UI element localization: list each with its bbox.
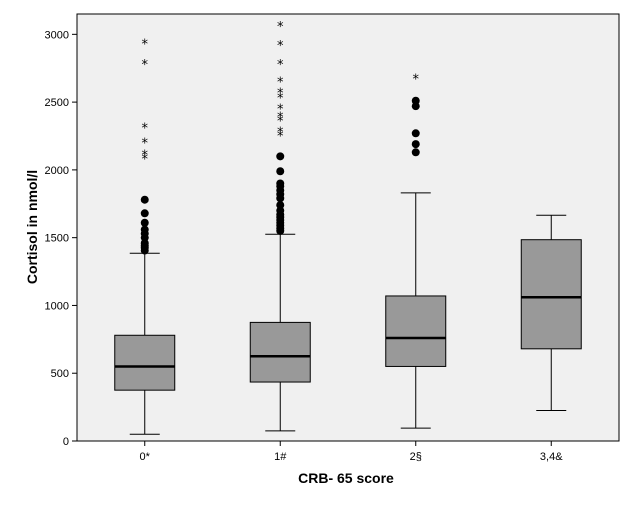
outlier-point [276, 152, 285, 161]
box-group: *********** [249, 20, 311, 432]
extreme-point: * [277, 92, 284, 107]
y-tick-label: 1500 [45, 233, 69, 245]
y-tick-label: 2000 [45, 165, 69, 177]
extreme-point: * [277, 75, 284, 90]
outlier-point [411, 96, 420, 105]
x-axis-title: CRB- 65 score [298, 470, 394, 486]
outlier-point [140, 209, 149, 218]
y-tick-label: 500 [51, 368, 69, 380]
y-tick-label: 1000 [45, 300, 69, 312]
outlier-point [140, 195, 149, 204]
x-tick-label: 3,4& [540, 451, 563, 463]
box-group: * [385, 73, 447, 429]
y-tick-label: 2500 [45, 97, 69, 109]
outlier-point [276, 179, 285, 188]
y-tick-label: 0 [63, 436, 69, 448]
extreme-point: * [413, 73, 420, 88]
box-group: ****** [114, 37, 176, 435]
y-axis: 0 500 1000 1500 2000 2500 3000 [45, 29, 77, 448]
extreme-point: * [277, 103, 284, 118]
x-tick-label: 1# [274, 451, 287, 463]
x-tick-label: 2§ [410, 451, 422, 463]
box-group [520, 214, 582, 411]
outlier-point [411, 140, 420, 149]
outlier-point [140, 225, 149, 234]
boxes: ****************** [114, 20, 582, 435]
box-iqr [520, 239, 582, 350]
outlier-point [276, 201, 285, 210]
extreme-point: * [142, 136, 149, 151]
extreme-point: * [277, 126, 284, 141]
extreme-point: * [277, 111, 284, 126]
box-iqr [114, 334, 176, 391]
outlier-point [411, 129, 420, 138]
outlier-point [276, 167, 285, 176]
box-iqr [249, 321, 311, 383]
extreme-point: * [142, 37, 149, 52]
x-axis: 0* 1# 2§ 3,4& [140, 441, 563, 463]
box-iqr [385, 295, 447, 367]
extreme-point: * [277, 130, 284, 145]
y-tick-label: 3000 [45, 29, 69, 41]
extreme-point: * [277, 20, 284, 35]
extreme-point: * [142, 58, 149, 73]
outlier-point [411, 148, 420, 157]
extreme-point: * [142, 122, 149, 137]
extreme-point: * [277, 115, 284, 130]
extreme-point: * [142, 153, 149, 168]
extreme-point: * [277, 39, 284, 54]
extreme-point: * [277, 58, 284, 73]
extreme-point: * [277, 86, 284, 101]
extreme-point: * [142, 149, 149, 164]
x-tick-label: 0* [140, 451, 151, 463]
outlier-point [140, 218, 149, 227]
y-axis-title: Cortisol in nmol/l [24, 170, 40, 284]
